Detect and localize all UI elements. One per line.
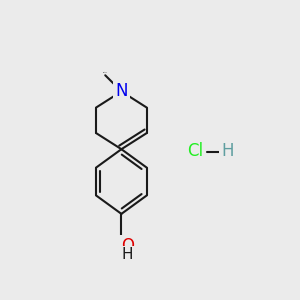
Text: N: N <box>115 82 128 100</box>
Text: methyl: methyl <box>103 72 108 73</box>
Text: O: O <box>121 237 134 255</box>
Text: Cl: Cl <box>187 142 203 160</box>
Text: H: H <box>122 248 133 262</box>
Text: H: H <box>221 142 234 160</box>
